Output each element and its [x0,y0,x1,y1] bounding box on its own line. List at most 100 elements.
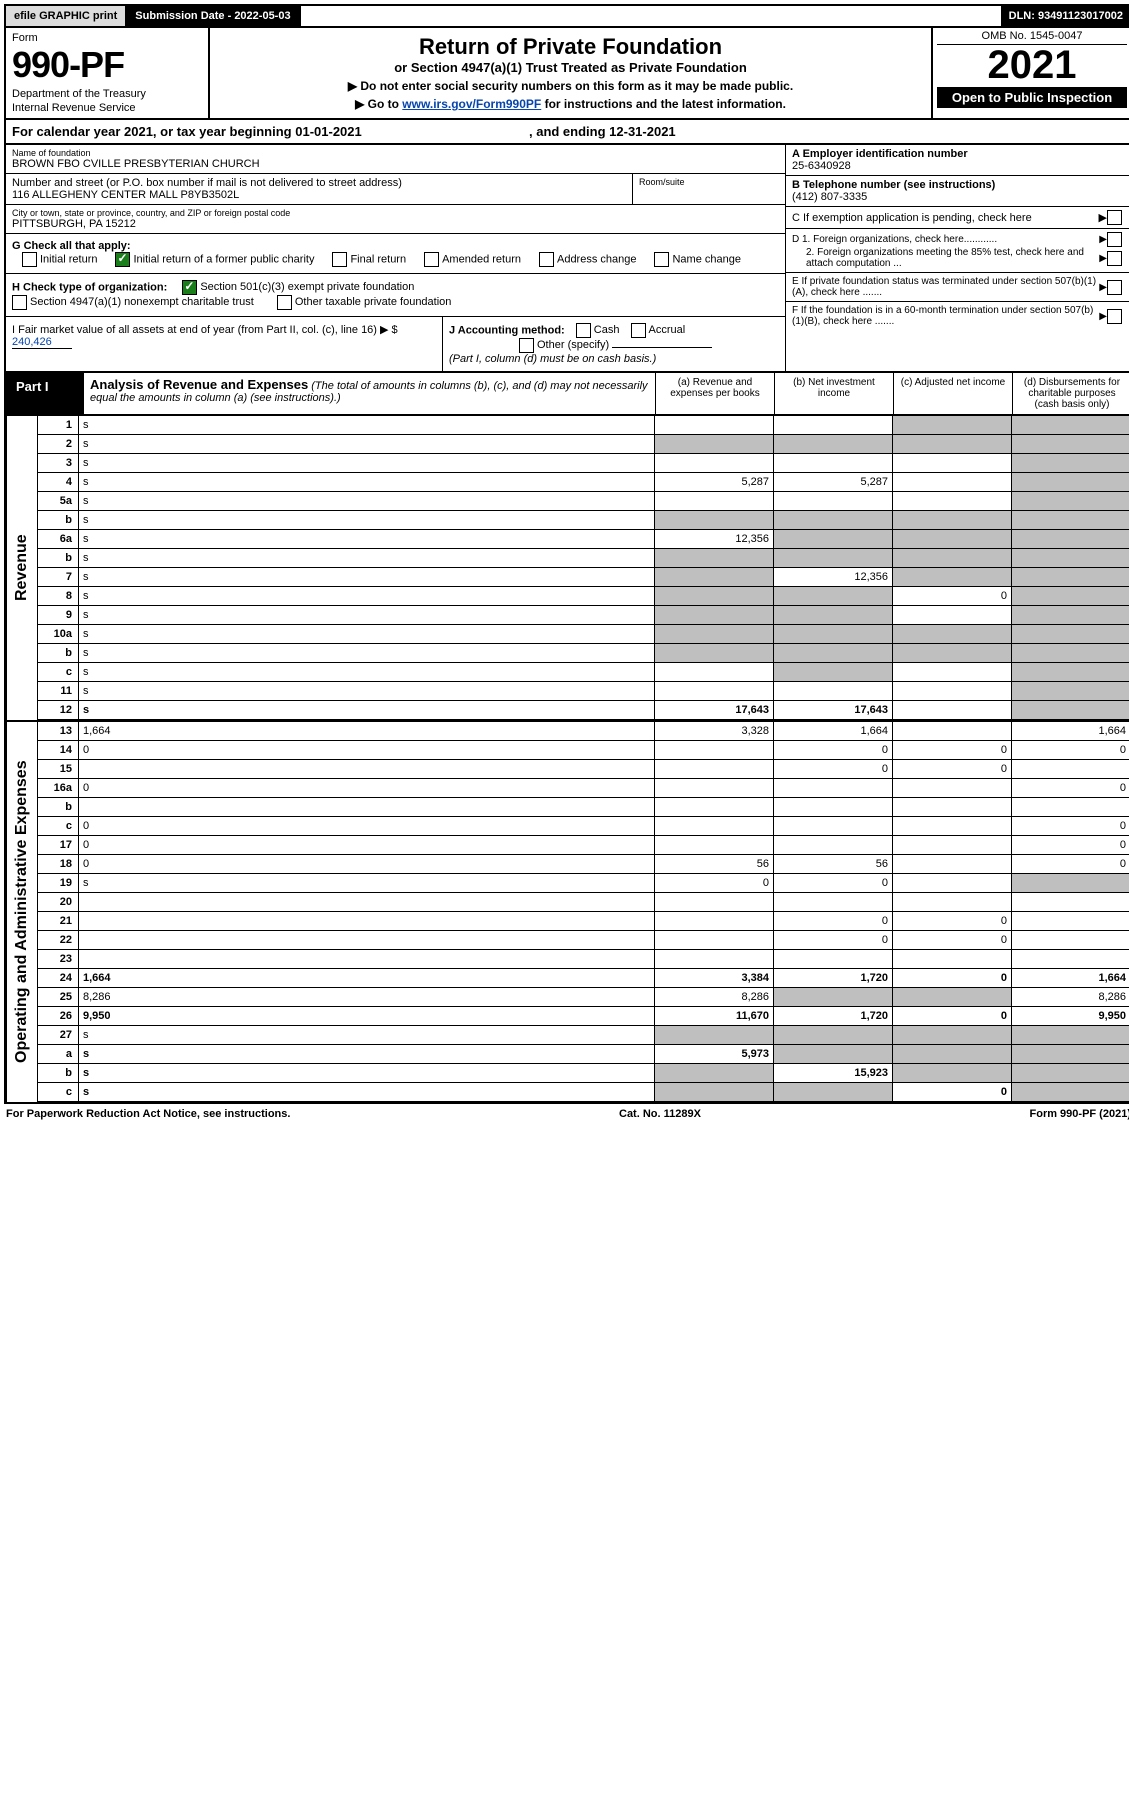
cell-value [893,836,1012,855]
cell-value [893,798,1012,817]
chk-amended[interactable] [424,252,439,267]
cell-value: 0 [893,1083,1012,1102]
form-number: 990-PF [12,44,202,86]
row-num: c [38,1083,79,1102]
row-num: b [38,644,79,663]
row-num: 1 [38,416,79,435]
cell-value: 0 [774,931,893,950]
cell-value: 15,923 [774,1064,893,1083]
cell-shaded [774,530,893,549]
j-cash: Cash [594,324,620,336]
chk-other-taxable[interactable] [277,295,292,310]
part-header: Part I Analysis of Revenue and Expenses … [4,373,1129,416]
form-link[interactable]: www.irs.gov/Form990PF [402,97,541,111]
i-value[interactable]: 240,426 [12,336,72,349]
cell-value [655,663,774,682]
chk-d2[interactable] [1107,251,1122,266]
cell-value: 0 [893,741,1012,760]
cell-value: 1,664 [1012,969,1129,988]
chk-address-change[interactable] [539,252,554,267]
cell-value: 17,643 [774,701,893,720]
cell-value: 0 [893,912,1012,931]
h-label: H Check type of organization: [12,281,167,293]
row-desc: 1,664 [79,722,655,741]
cell-value [893,855,1012,874]
row-num: 10a [38,625,79,644]
cell-shaded [774,1083,893,1102]
chk-501c3[interactable] [182,280,197,295]
j-accrual: Accrual [649,324,686,336]
cell-shaded [774,511,893,530]
cell-shaded [774,606,893,625]
revenue-table: 1s2s3s4s5,2875,2875asbs6as12,356bs7s12,3… [37,416,1129,720]
row-num: 3 [38,454,79,473]
row-desc: s [79,454,655,473]
page-footer: For Paperwork Reduction Act Notice, see … [4,1104,1129,1120]
row-desc: 0 [79,817,655,836]
cell-shaded [1012,492,1129,511]
cell-value: 0 [1012,817,1129,836]
cell-shaded [893,568,1012,587]
cell-shaded [893,1045,1012,1064]
row-desc: s [79,568,655,587]
tel-label: B Telephone number (see instructions) [792,179,1125,191]
row-desc: 0 [79,855,655,874]
cell-value [774,682,893,701]
opt-1: Initial return of a former public charit… [133,253,314,265]
chk-initial-former[interactable] [115,252,130,267]
chk-c[interactable] [1107,210,1122,225]
cell-value [1012,760,1129,779]
chk-e[interactable] [1107,280,1122,295]
opt-2: Final return [350,253,406,265]
dln-label: DLN: 93491123017002 [1001,6,1129,26]
cell-value: 0 [893,760,1012,779]
cell-value: 8,286 [1012,988,1129,1007]
chk-name-change[interactable] [654,252,669,267]
cell-value [655,893,774,912]
city-value: PITTSBURGH, PA 15212 [12,218,779,230]
cell-shaded [655,549,774,568]
cell-shaded [774,988,893,1007]
row-desc: s [79,530,655,549]
cell-shaded [1012,606,1129,625]
cell-value [1012,912,1129,931]
cell-value [655,416,774,435]
cal-begin: 01-01-2021 [295,124,362,139]
row-desc: s [79,549,655,568]
row-desc [79,931,655,950]
form-header: Form 990-PF Department of the Treasury I… [4,28,1129,120]
row-num: b [38,1064,79,1083]
expenses-tab: Operating and Administrative Expenses [6,722,37,1102]
calendar-year-row: For calendar year 2021, or tax year begi… [4,120,1129,145]
chk-accrual[interactable] [631,323,646,338]
cell-value [655,912,774,931]
chk-final-return[interactable] [332,252,347,267]
row-desc: s [79,587,655,606]
cell-value: 9,950 [1012,1007,1129,1026]
chk-initial-return[interactable] [22,252,37,267]
footer-right: Form 990-PF (2021) [1030,1108,1129,1120]
cell-shaded [1012,682,1129,701]
revenue-section: Revenue 1s2s3s4s5,2875,2875asbs6as12,356… [4,416,1129,722]
cell-shaded [893,530,1012,549]
instr-1: ▶ Do not enter social security numbers o… [220,79,921,93]
meta-block: Name of foundation BROWN FBO CVILLE PRES… [4,145,1129,373]
chk-other-method[interactable] [519,338,534,353]
part-title: Analysis of Revenue and Expenses [90,377,308,392]
cell-shaded [893,988,1012,1007]
footer-left: For Paperwork Reduction Act Notice, see … [6,1108,290,1120]
row-num: 19 [38,874,79,893]
row-desc [79,912,655,931]
efile-button[interactable]: efile GRAPHIC print [6,6,127,26]
opt-0: Initial return [40,253,97,265]
cell-value [893,473,1012,492]
chk-d1[interactable] [1107,232,1122,247]
chk-f[interactable] [1107,309,1122,324]
cell-shaded [1012,435,1129,454]
top-bar: efile GRAPHIC print Submission Date - 20… [4,4,1129,28]
chk-cash[interactable] [576,323,591,338]
expenses-table: 131,6643,3281,6641,664140000150016a00bc0… [37,722,1129,1102]
cell-shaded [1012,663,1129,682]
cell-value [1012,893,1129,912]
chk-4947[interactable] [12,295,27,310]
